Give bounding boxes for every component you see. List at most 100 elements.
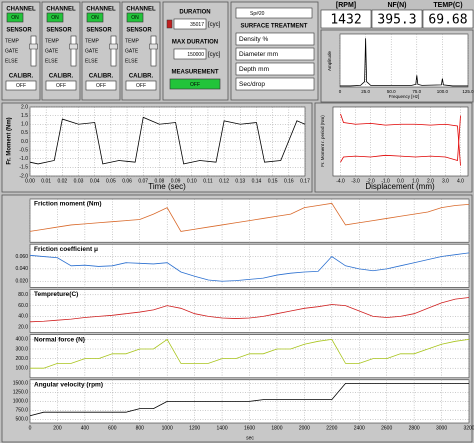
y-tick-label: 1.5 <box>21 113 28 119</box>
x-tick-label: 1800 <box>271 425 282 431</box>
x-tick-label: 0.15 <box>268 178 278 184</box>
x-tick-label: 2200 <box>326 425 337 431</box>
x-axis-label: Frequency [Hz] <box>389 94 420 99</box>
panel-title: Normal force (N) <box>34 336 85 343</box>
x-tick-label: 0.11 <box>203 178 213 184</box>
y-tick-label: -1.5 <box>19 165 28 171</box>
x-tick-label: 0.09 <box>171 178 181 184</box>
channel-toggle[interactable] <box>86 12 104 23</box>
y-tick-label: -1.0 <box>19 156 28 162</box>
panel-title: Friction coefficient μ <box>34 246 98 253</box>
x-tick-label: 3200 <box>463 425 474 431</box>
y-tick-label: 60.0 <box>18 303 28 309</box>
x-tick-label: 0.08 <box>155 178 165 184</box>
sample-input[interactable] <box>235 7 313 19</box>
sensor-slider[interactable] <box>30 35 37 67</box>
calibr-button[interactable] <box>85 80 117 91</box>
surface-field[interactable] <box>235 32 315 46</box>
sensor-slider[interactable] <box>70 35 77 67</box>
calibr-button[interactable] <box>45 80 77 91</box>
channel-title: CHANNEL <box>46 7 76 13</box>
x-tick-label: 125.0 <box>462 89 474 94</box>
y-tick-label: -2.0 <box>19 173 28 179</box>
surface-field[interactable] <box>235 62 315 76</box>
calibr-state: OFF <box>136 83 146 89</box>
duration-indicator <box>166 19 173 29</box>
y-tick-label: 0.5 <box>21 130 28 136</box>
duration-input[interactable] <box>173 18 207 30</box>
sensor-option: GATE <box>45 48 59 54</box>
readout-label: [RPM] <box>336 2 356 9</box>
x-tick-label: 75.0 <box>412 89 421 94</box>
y-tick-label: 2.0 <box>21 104 28 110</box>
calibr-button[interactable] <box>125 80 157 91</box>
x-tick-label: 0 <box>29 425 32 431</box>
data-line <box>30 338 470 369</box>
plot-area <box>339 33 469 88</box>
channel-title: CHANNEL <box>126 7 156 13</box>
x-tick-label: 0.14 <box>252 178 262 184</box>
calibr-label: CALIBR. <box>89 74 114 80</box>
surface-field[interactable] <box>235 47 315 61</box>
x-tick-label: 2400 <box>354 425 365 431</box>
y-tick-label: 400.0 <box>15 337 28 343</box>
sensor-slider[interactable] <box>110 35 117 67</box>
channel-toggle[interactable] <box>46 12 64 23</box>
x-tick-label: 2600 <box>381 425 392 431</box>
readout-label: TEMP(C) <box>433 2 462 9</box>
surface-field[interactable] <box>235 77 315 91</box>
channel-state: ON <box>131 15 139 21</box>
y-tick-label: 1000.0 <box>13 399 29 405</box>
sensor-label: SENSOR <box>46 28 72 34</box>
sensor-slider[interactable] <box>150 35 157 67</box>
x-tick-label: 0.16 <box>284 178 294 184</box>
sensor-option: TEMP <box>85 38 100 44</box>
y-tick-label: 100.0 <box>15 366 28 372</box>
sensor-option: TEMP <box>5 38 20 44</box>
channel-toggle[interactable] <box>6 12 24 23</box>
y-tick-label: 1.0 <box>21 122 28 128</box>
surface-title: SURFACE TREATMENT <box>241 24 308 30</box>
surface-field-label: Sec/drop <box>239 81 265 88</box>
x-tick-label: 3000 <box>436 425 447 431</box>
x-tick-label: 0.02 <box>57 178 67 184</box>
y-tick-label: 0.060 <box>15 254 28 260</box>
x-tick-label: 0.03 <box>74 178 84 184</box>
readout-box <box>422 9 474 29</box>
x-tick-label: 50.0 <box>387 89 396 94</box>
x-tick-label: -4.0 <box>336 178 345 184</box>
calibr-state: OFF <box>16 83 26 89</box>
y-tick-label: 200.0 <box>15 356 28 362</box>
calibr-button[interactable] <box>5 80 37 91</box>
x-axis-label: sec <box>246 435 254 441</box>
x-tick-label: 0.05 <box>106 178 116 184</box>
x-tick-label: 600 <box>108 425 117 431</box>
x-tick-label: 1600 <box>244 425 255 431</box>
duration-value: 35017 <box>190 22 204 28</box>
x-tick-label: 0.0 <box>397 178 404 184</box>
panel-title: Angular velocity (rpm) <box>34 382 103 389</box>
slider-thumb <box>69 43 78 50</box>
max-duration-input[interactable] <box>173 48 207 60</box>
y-tick-label: 80.0 <box>18 292 28 298</box>
measurement-state: OFF <box>190 82 200 88</box>
x-tick-label: 0 <box>339 89 342 94</box>
measurement-title: MEASUREMENT <box>171 70 218 76</box>
x-tick-label: 25.0 <box>361 89 370 94</box>
sensor-option: GATE <box>5 48 19 54</box>
surface-field-label: Depth mm <box>239 66 269 73</box>
calibr-label: CALIBR. <box>9 74 34 80</box>
sensor-option: TEMP <box>125 38 140 44</box>
calibr-state: OFF <box>96 83 106 89</box>
x-tick-label: 0.10 <box>187 178 197 184</box>
panel-title: Tempreture(C) <box>34 291 78 298</box>
sensor-label: SENSOR <box>126 28 152 34</box>
channel-toggle[interactable] <box>126 12 144 23</box>
data-line <box>340 113 461 166</box>
calibr-label: CALIBR. <box>49 74 74 80</box>
x-tick-label: 1400 <box>217 425 228 431</box>
x-tick-label: 0.01 <box>41 178 51 184</box>
channel-title: CHANNEL <box>86 7 116 13</box>
plot-area <box>29 289 470 333</box>
measurement-toggle[interactable] <box>169 78 221 90</box>
